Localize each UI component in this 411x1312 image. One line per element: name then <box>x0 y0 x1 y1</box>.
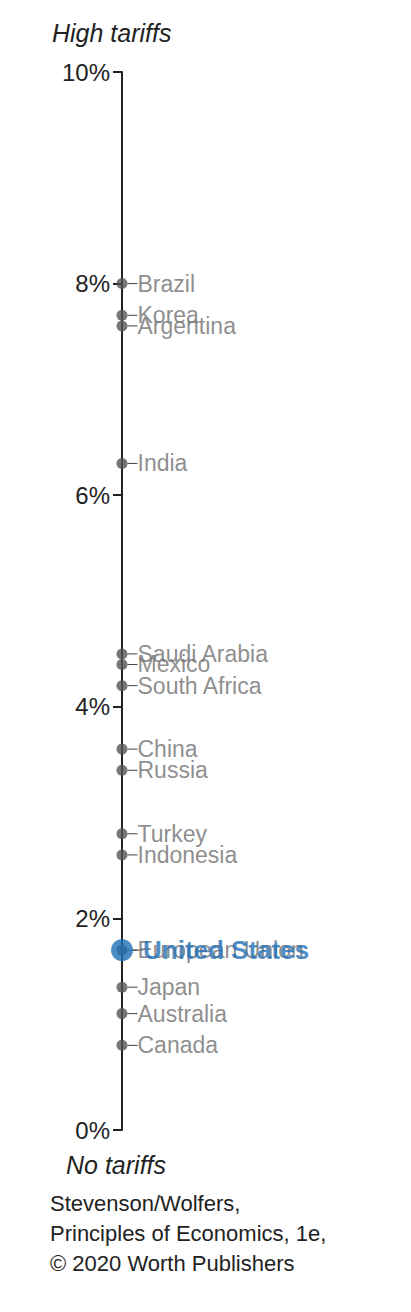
svg-text:0%: 0% <box>75 1117 110 1144</box>
svg-text:Brazil: Brazil <box>138 271 196 297</box>
svg-text:6%: 6% <box>75 482 110 509</box>
svg-text:Principles of Economics, 1e,: Principles of Economics, 1e, <box>50 1221 326 1246</box>
svg-text:2%: 2% <box>75 905 110 932</box>
svg-text:Japan: Japan <box>138 974 201 1000</box>
svg-text:Russia: Russia <box>138 757 209 783</box>
svg-text:Stevenson/Wolfers,: Stevenson/Wolfers, <box>50 1191 240 1216</box>
svg-text:China: China <box>137 736 198 763</box>
svg-text:Canada: Canada <box>138 1032 219 1058</box>
svg-text:10%: 10% <box>62 59 110 86</box>
svg-text:United States: United States <box>143 935 309 965</box>
svg-text:Argentina: Argentina <box>138 313 237 339</box>
svg-text:Turkey: Turkey <box>137 820 207 847</box>
svg-text:© 2020 Worth Publishers: © 2020 Worth Publishers <box>50 1251 294 1276</box>
svg-text:8%: 8% <box>75 270 110 297</box>
svg-text:4%: 4% <box>75 693 110 720</box>
svg-text:Indonesia: Indonesia <box>138 842 238 868</box>
svg-text:High tariffs: High tariffs <box>52 19 171 47</box>
svg-text:South Africa: South Africa <box>138 673 262 699</box>
svg-text:Australia: Australia <box>138 1001 228 1027</box>
svg-text:Mexico: Mexico <box>137 651 211 678</box>
svg-text:India: India <box>138 450 188 476</box>
svg-text:No tariffs: No tariffs <box>66 1151 166 1179</box>
